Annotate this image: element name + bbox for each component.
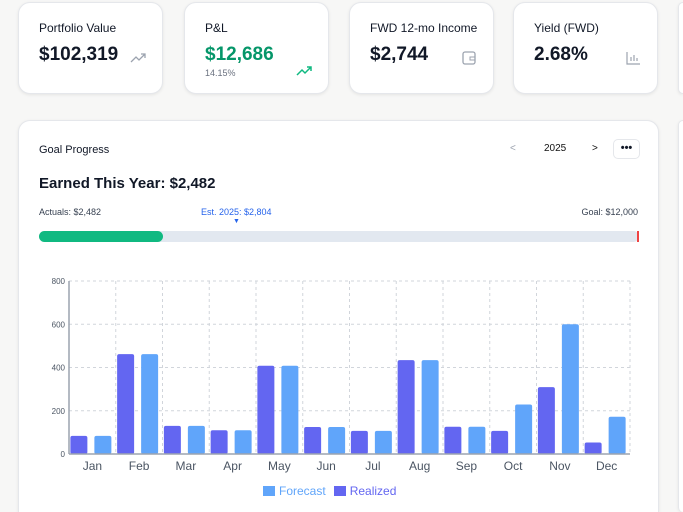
goal-label: Goal: $12,000 xyxy=(581,207,638,217)
bar-forecast-sep xyxy=(468,426,486,454)
bar-realized-sep xyxy=(444,426,462,454)
earned-this-year: Earned This Year: $2,482 xyxy=(39,175,216,192)
kpi-value: $2,744 xyxy=(370,44,429,65)
bar-realized-nov xyxy=(537,387,555,454)
bar-forecast-jul xyxy=(374,430,392,454)
kpi-value: 2.68% xyxy=(534,44,588,65)
bar-forecast-oct xyxy=(515,404,533,454)
trending-up-icon xyxy=(130,53,146,63)
year-label: 2025 xyxy=(544,143,567,154)
x-tick-label: Jan xyxy=(83,459,102,473)
wallet-icon xyxy=(462,51,476,65)
bar-realized-jan xyxy=(70,435,88,454)
bar-forecast-jan xyxy=(94,435,112,454)
bar-realized-jul xyxy=(350,430,368,454)
bar-realized-may xyxy=(257,365,275,454)
kpi-yield: Yield (FWD) 2.68% xyxy=(513,2,658,94)
card-title: Goal Progress xyxy=(39,144,110,156)
legend-forecast[interactable]: Forecast xyxy=(263,484,326,498)
bar-forecast-may xyxy=(281,365,299,454)
bar-chart-icon xyxy=(626,52,640,65)
legend-realized[interactable]: Realized xyxy=(333,484,396,498)
kpi-value: $12,686 xyxy=(205,44,274,65)
more-options-button[interactable]: ••• xyxy=(613,139,640,159)
bar-realized-oct xyxy=(491,430,509,454)
kpi-label: P&L xyxy=(205,21,228,35)
goal-progress-card: Goal Progress < 2025 > ••• Earned This Y… xyxy=(18,120,659,512)
y-tick-label: 200 xyxy=(52,407,66,416)
x-tick-label: Jul xyxy=(365,459,380,473)
bar-forecast-jun xyxy=(328,426,346,454)
bar-realized-mar xyxy=(163,425,181,454)
kpi-label: Yield (FWD) xyxy=(534,21,599,35)
kpi-label: Portfolio Value xyxy=(39,21,117,35)
x-tick-label: Oct xyxy=(504,459,523,473)
bar-forecast-feb xyxy=(141,354,159,454)
trending-up-icon xyxy=(296,66,312,76)
bar-realized-feb xyxy=(117,354,135,454)
goal-end-marker xyxy=(637,231,639,242)
y-tick-label: 400 xyxy=(52,364,66,373)
kpi-fwd-income: FWD 12-mo Income $2,744 xyxy=(349,2,494,94)
actuals-label: Actuals: $2,482 xyxy=(39,207,102,217)
chart-legend: Forecast Realized xyxy=(263,484,396,498)
kpi-partial xyxy=(678,2,683,94)
bar-forecast-dec xyxy=(608,416,626,454)
y-tick-label: 800 xyxy=(52,277,66,286)
y-tick-label: 600 xyxy=(52,320,66,329)
kpi-sub: 14.15% xyxy=(205,68,236,78)
x-tick-label: Jun xyxy=(316,459,335,473)
x-tick-label: Aug xyxy=(409,459,430,473)
x-tick-label: May xyxy=(268,459,291,473)
y-tick-label: 0 xyxy=(61,450,66,459)
bar-realized-dec xyxy=(584,442,602,454)
side-panel-partial xyxy=(678,120,683,512)
kpi-pnl: P&L $12,686 14.15% xyxy=(184,2,329,94)
x-tick-label: Mar xyxy=(176,459,197,473)
bar-forecast-aug xyxy=(421,360,439,454)
bar-realized-jun xyxy=(304,426,322,454)
bar-realized-apr xyxy=(210,430,228,454)
kpi-value: $102,319 xyxy=(39,44,119,65)
bar-realized-aug xyxy=(397,360,415,454)
bar-forecast-mar xyxy=(187,425,205,454)
x-tick-label: Feb xyxy=(129,459,150,473)
x-tick-label: Apr xyxy=(223,459,242,473)
goal-progress-bar xyxy=(39,231,639,242)
x-tick-label: Sep xyxy=(456,459,478,473)
estimate-label: Est. 2025: $2,804 xyxy=(201,207,272,217)
prev-year-button[interactable]: < xyxy=(510,143,516,154)
estimate-marker-icon: ▼ xyxy=(233,218,240,225)
next-year-button[interactable]: > xyxy=(592,143,598,154)
progress-fill xyxy=(39,231,164,242)
x-tick-label: Dec xyxy=(596,459,617,473)
bar-forecast-apr xyxy=(234,430,252,454)
monthly-income-chart: 0 200 400 600 800 Jan Feb Mar Apr May Jun Jul Aug Sep… xyxy=(52,277,631,473)
kpi-label: FWD 12-mo Income xyxy=(370,21,478,35)
bar-forecast-nov xyxy=(561,324,579,454)
x-tick-label: Nov xyxy=(549,459,570,473)
kpi-portfolio-value: Portfolio Value $102,319 xyxy=(18,2,163,94)
